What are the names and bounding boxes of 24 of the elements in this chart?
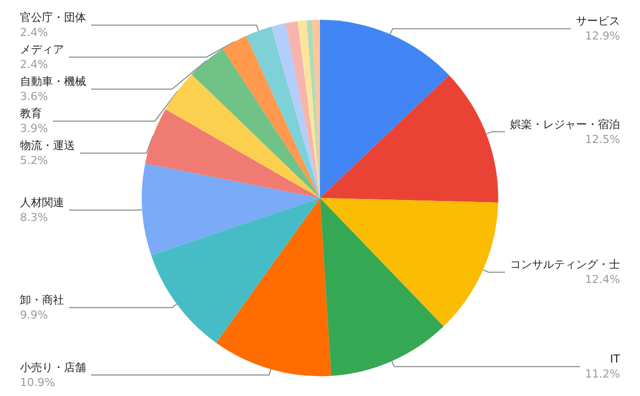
slice-label: サービス bbox=[576, 14, 620, 28]
data-label: 3.6% bbox=[20, 90, 48, 104]
slice-label: 娯楽・レジャー・宿泊 bbox=[510, 118, 620, 131]
data-label: 11.2% bbox=[585, 368, 620, 381]
slice-label: コンサルティング・士 bbox=[510, 258, 620, 272]
data-label: 2.4% bbox=[20, 58, 48, 72]
slice-label: 卸・商社 bbox=[20, 294, 64, 307]
slice-label: メディア bbox=[20, 43, 64, 56]
slice-label: 教育 bbox=[20, 107, 42, 120]
data-label: 2.4% bbox=[20, 26, 48, 40]
data-label: 9.9% bbox=[20, 308, 48, 322]
data-label: 12.4% bbox=[585, 273, 620, 286]
data-label: 5.2% bbox=[20, 154, 48, 168]
data-label: 8.3% bbox=[20, 211, 48, 224]
slice-label: IT bbox=[610, 352, 620, 366]
data-label: 12.9% bbox=[585, 30, 620, 43]
slice-label: 自動車・機械 bbox=[20, 75, 86, 88]
slice-label: 官公庁・団体 bbox=[20, 11, 86, 24]
data-label: 10.9% bbox=[20, 376, 55, 390]
data-label: 3.9% bbox=[20, 122, 48, 136]
slice-label: 物流・運送 bbox=[20, 139, 75, 152]
slice-label: 小売り・店舗 bbox=[20, 361, 86, 374]
slice-label: 人材関連 bbox=[20, 196, 64, 210]
data-label: 12.5% bbox=[585, 132, 620, 146]
